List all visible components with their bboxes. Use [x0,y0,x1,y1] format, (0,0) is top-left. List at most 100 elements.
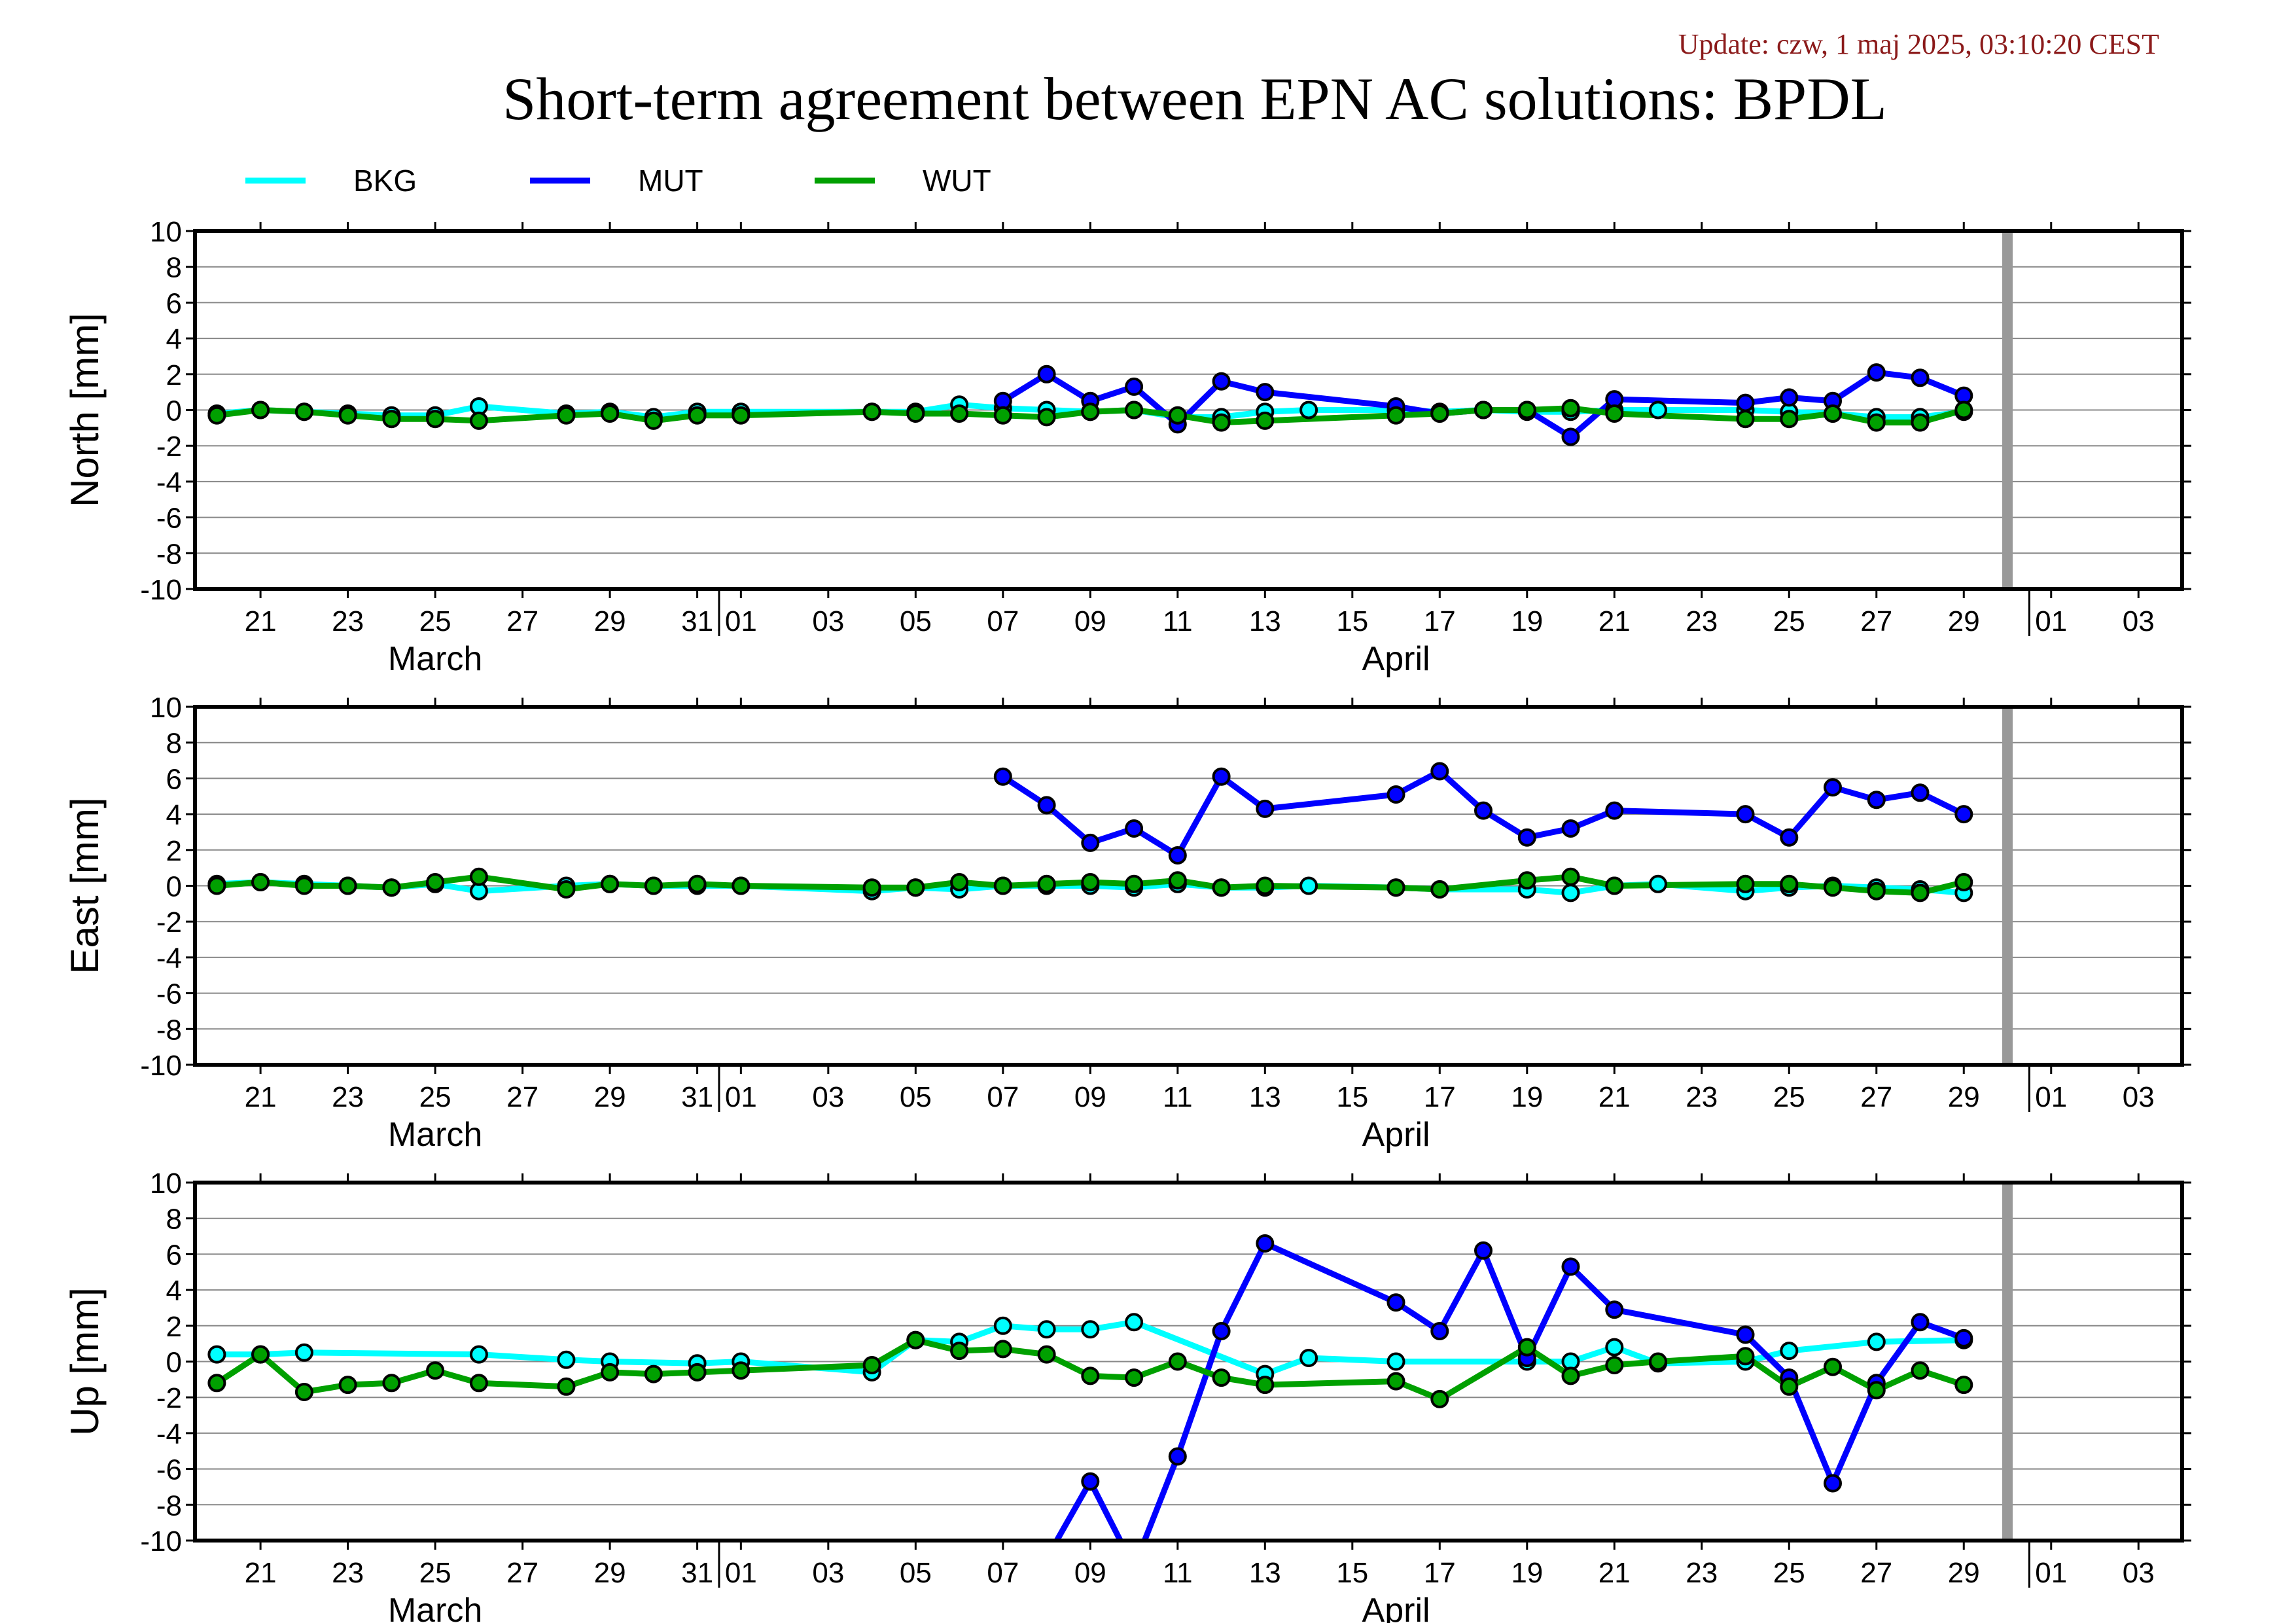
data-point-wut [862,1356,881,1374]
data-point-wut [644,1364,663,1383]
data-point-bkg [1867,1332,1886,1351]
data-point-wut [1212,878,1231,897]
x-tick-label: 19 [1511,1557,1543,1589]
x-tick-label: 27 [1860,605,1892,637]
current-date-marker [2002,1183,2013,1541]
data-point-mut [1736,1325,1755,1344]
data-point-mut [1911,783,1930,802]
x-tick-label: 15 [1336,605,1368,637]
data-point-wut [906,878,925,897]
data-point-wut [207,406,226,425]
y-tick-label: 0 [166,395,182,427]
data-point-mut [1256,799,1275,818]
series-group [207,762,1973,902]
x-tick-label: 25 [419,605,451,637]
panel-north: 10 86 4 2 0 -2 -4 -6-8 -10 North [mm] 21 23 25 27 29 31… [63,216,2191,678]
data-point-mut [1474,801,1492,820]
data-point-wut [1824,1357,1842,1376]
data-point-wut [993,876,1012,895]
data-point-bkg [1649,401,1667,419]
data-point-wut [1430,404,1449,423]
data-point-wut [426,410,445,429]
x-tick-label: 23 [1686,1557,1718,1589]
data-point-mut [1605,801,1624,820]
x-tick-label: 05 [900,1081,932,1113]
data-point-wut [1736,410,1755,429]
data-point-wut [469,411,488,430]
data-point-wut [1736,874,1755,893]
x-tick-label: 27 [1860,1557,1892,1589]
data-point-wut [950,873,969,891]
y-tick-label: 6 [166,287,182,319]
x-tick-label: 03 [812,1081,844,1113]
data-point-wut [557,406,576,425]
y-tick-label: -2 [156,906,182,938]
x-tick-label: 11 [1163,1557,1193,1589]
y-tick-label: -6 [156,1454,182,1486]
data-point-wut [1212,1368,1231,1387]
data-point-wut [1037,1345,1056,1364]
data-point-bkg [207,1345,226,1364]
data-point-wut [294,1383,313,1401]
data-point-wut [1561,867,1580,886]
data-point-mut [1212,372,1231,391]
x-tick-label: 19 [1511,605,1543,637]
x-tick-label: 29 [1948,1081,1980,1113]
data-point-wut [1561,399,1580,418]
data-point-wut [1736,1347,1755,1366]
x-tick-label: 23 [332,605,364,637]
y-tick-label: 0 [166,871,182,903]
data-point-wut [862,878,881,897]
y-tick-label: 10 [150,1168,182,1200]
data-point-wut [1824,878,1842,897]
x-tick-label: 05 [900,605,932,637]
legend: BKG MUT WUT [245,164,991,198]
legend-label-wut: WUT [923,164,991,198]
y-tick-label: -2 [156,431,182,463]
data-point-wut [207,1374,226,1393]
x-tick-label: 31 [681,1081,713,1113]
y-tick-label: -10 [140,1525,182,1558]
data-point-bkg [557,1350,576,1369]
data-point-mut [1911,1313,1930,1332]
panel-east: 10 86 4 2 0-2 -4 -6 -8 -10 East [mm] 21 23 25 27 29 31 0… [63,692,2191,1154]
data-point-bkg [1081,1320,1100,1339]
data-point-bkg [469,1345,488,1364]
x-tick-label: 21 [1598,1081,1631,1113]
data-point-mut [1780,388,1799,407]
x-tick-label: 17 [1424,605,1456,637]
x-tick-label: 07 [987,605,1019,637]
plot-frame [193,229,2184,591]
x-tick-label: 29 [594,1557,626,1589]
x-tick-label: 23 [1686,1081,1718,1113]
x-tick-label: 21 [245,1557,277,1589]
x-tick-label: 11 [1163,605,1193,637]
data-point-wut [1168,871,1187,890]
x-tick-label: 07 [987,1557,1019,1589]
current-date-marker [2002,231,2013,589]
x-tick-label: 29 [1948,605,1980,637]
x-tick-label: 29 [594,1081,626,1113]
y-tick-label: -8 [156,1489,182,1522]
y-tick-label: -2 [156,1382,182,1414]
chart-title: Short-term agreement between EPN AC solu… [503,65,1887,132]
data-point-mut [1386,1293,1405,1312]
data-point-wut [1954,873,1973,891]
month-label: April [1362,1592,1430,1623]
x-tick-label: 27 [1860,1081,1892,1113]
y-tick-label: 10 [150,692,182,724]
x-tick-label: 17 [1424,1557,1456,1589]
data-point-bkg [1299,401,1318,419]
data-point-mut [1039,1550,1055,1566]
y-tick-label: -10 [140,574,182,606]
data-point-mut [1911,368,1930,387]
data-point-wut [294,402,313,421]
y-tick-label: -4 [156,467,182,499]
data-point-wut [1212,413,1231,432]
month-label: March [388,1116,482,1154]
data-point-mut [1081,833,1100,852]
data-point-mut [993,767,1012,786]
x-tick-label: 23 [332,1081,364,1113]
data-point-wut [1867,413,1886,432]
x-tick-label: 01 [725,1081,757,1113]
